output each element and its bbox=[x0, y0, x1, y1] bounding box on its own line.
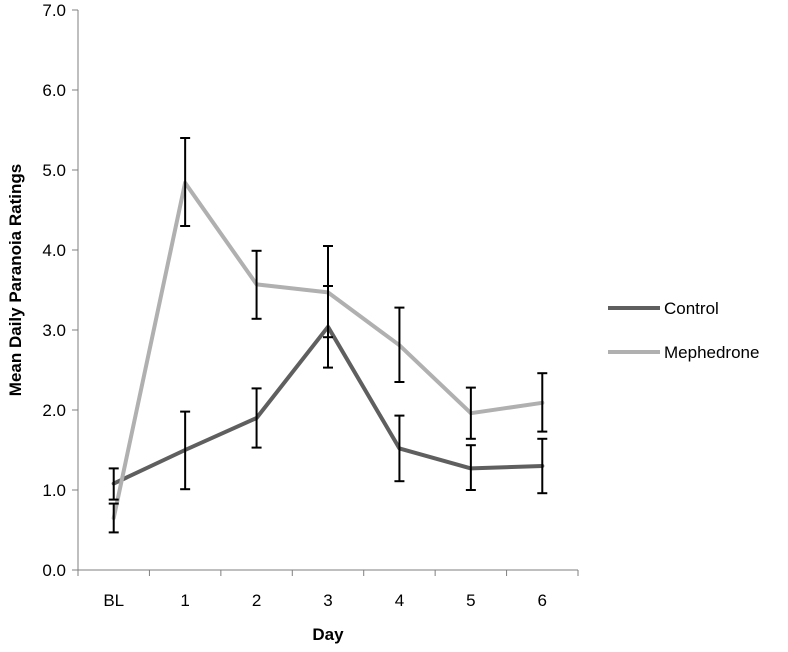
error-bar-mephedrone bbox=[180, 138, 190, 226]
x-tick-label: 3 bbox=[323, 591, 332, 610]
x-axis-title: Day bbox=[312, 625, 344, 644]
y-tick-label: 3.0 bbox=[42, 321, 66, 340]
y-tick-label: 5.0 bbox=[42, 161, 66, 180]
y-tick-label: 7.0 bbox=[42, 1, 66, 20]
x-tick-label: 5 bbox=[466, 591, 475, 610]
y-tick-label: 0.0 bbox=[42, 561, 66, 580]
x-tick-label: 6 bbox=[538, 591, 547, 610]
y-tick-label: 6.0 bbox=[42, 81, 66, 100]
error-bars bbox=[109, 138, 548, 532]
legend-item-mephedrone: Mephedrone bbox=[608, 343, 759, 362]
legend: Control Mephedrone bbox=[608, 299, 759, 362]
legend-item-control: Control bbox=[608, 299, 719, 318]
y-tick-label: 2.0 bbox=[42, 401, 66, 420]
legend-label: Control bbox=[664, 299, 719, 318]
x-ticks: BL 1 2 3 4 5 6 bbox=[78, 570, 578, 610]
y-axis-title: Mean Daily Paranoia Ratings bbox=[6, 164, 25, 396]
x-tick-label: 1 bbox=[180, 591, 189, 610]
x-tick-label: BL bbox=[103, 591, 124, 610]
x-tick-label: 2 bbox=[252, 591, 261, 610]
x-tick-label: 4 bbox=[395, 591, 404, 610]
y-tick-label: 4.0 bbox=[42, 241, 66, 260]
y-ticks: 0.0 1.0 2.0 3.0 4.0 5.0 6.0 7.0 bbox=[42, 1, 78, 580]
y-tick-label: 1.0 bbox=[42, 481, 66, 500]
legend-label: Mephedrone bbox=[664, 343, 759, 362]
